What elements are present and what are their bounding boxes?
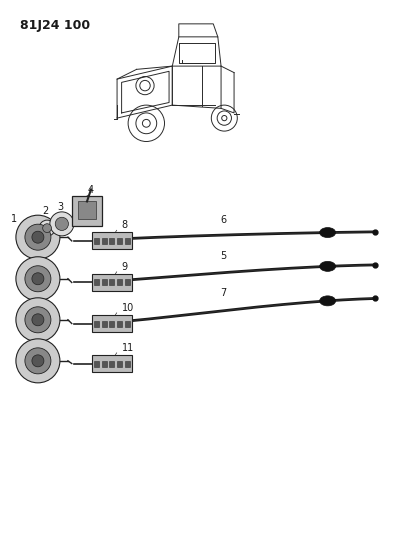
Bar	[92, 274, 132, 291]
Bar	[101, 360, 107, 367]
Circle shape	[50, 212, 74, 236]
Bar	[101, 238, 107, 244]
Circle shape	[16, 257, 60, 301]
Bar	[94, 320, 99, 327]
Text: 8: 8	[122, 220, 128, 230]
Bar	[125, 238, 130, 244]
Bar	[92, 315, 132, 332]
Circle shape	[43, 224, 51, 232]
Circle shape	[32, 355, 44, 367]
Circle shape	[55, 217, 69, 230]
Bar	[109, 238, 114, 244]
Circle shape	[32, 273, 44, 285]
FancyBboxPatch shape	[72, 197, 102, 227]
Text: 5: 5	[220, 251, 227, 261]
Circle shape	[25, 348, 51, 374]
Bar	[117, 279, 122, 286]
Text: 6: 6	[220, 215, 227, 225]
Text: 7: 7	[220, 288, 227, 298]
Bar	[109, 279, 114, 286]
Bar	[109, 360, 114, 367]
Circle shape	[25, 224, 51, 250]
Circle shape	[16, 215, 60, 259]
Bar	[101, 279, 107, 286]
Bar	[92, 355, 132, 372]
Bar	[94, 360, 99, 367]
Text: 1: 1	[11, 214, 17, 224]
Bar	[101, 320, 107, 327]
Bar	[125, 360, 130, 367]
Text: 10: 10	[122, 303, 134, 313]
Circle shape	[16, 298, 60, 342]
Bar	[117, 360, 122, 367]
Bar	[94, 238, 99, 244]
Circle shape	[32, 231, 44, 243]
Bar	[92, 232, 132, 249]
Bar	[109, 320, 114, 327]
Text: 9: 9	[122, 262, 128, 272]
Circle shape	[25, 266, 51, 292]
Text: 3: 3	[57, 202, 64, 212]
Circle shape	[25, 307, 51, 333]
Text: 2: 2	[42, 206, 49, 216]
Bar	[125, 320, 130, 327]
Text: 81J24 100: 81J24 100	[20, 19, 90, 31]
Text: 11: 11	[122, 343, 134, 353]
Ellipse shape	[320, 261, 336, 271]
Bar	[117, 320, 122, 327]
Ellipse shape	[320, 228, 336, 238]
Bar	[117, 238, 122, 244]
Bar	[78, 201, 96, 220]
Circle shape	[32, 314, 44, 326]
Circle shape	[39, 220, 55, 236]
Ellipse shape	[320, 296, 336, 306]
Text: 4: 4	[87, 184, 94, 195]
Bar	[125, 279, 130, 286]
Bar	[94, 279, 99, 286]
Circle shape	[16, 339, 60, 383]
